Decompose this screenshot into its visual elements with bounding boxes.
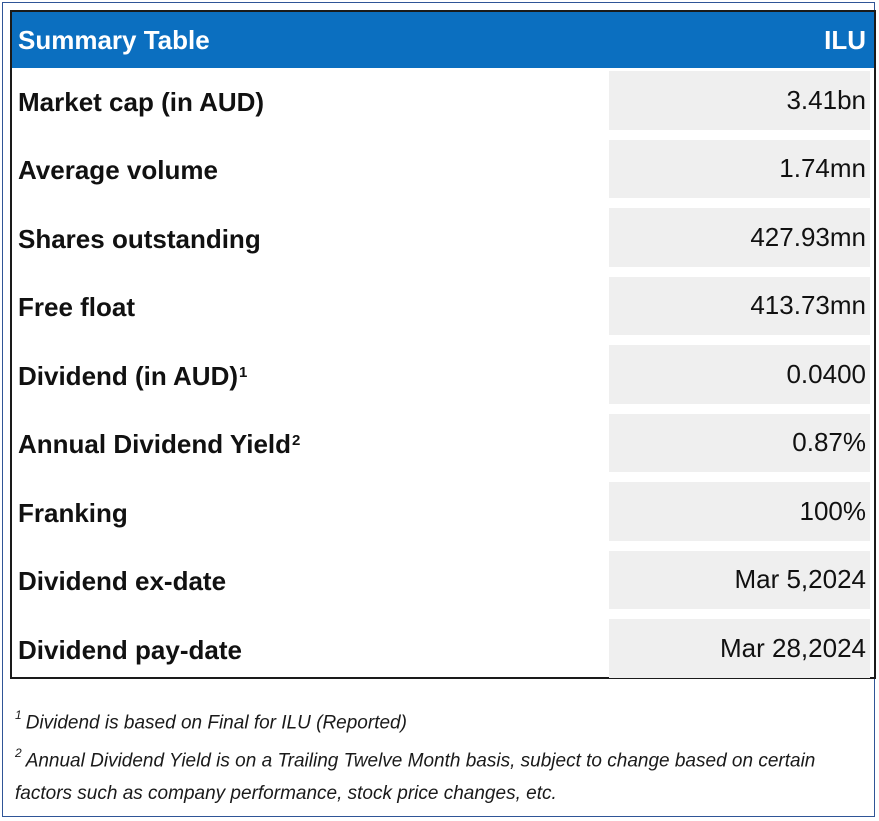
table-row: Dividend ex-date Mar 5,2024 bbox=[12, 548, 874, 617]
table-row: Average volume 1.74mn bbox=[12, 137, 874, 206]
row-value: 100% bbox=[609, 482, 870, 541]
row-value: 0.87% bbox=[609, 413, 870, 472]
row-value: 413.73mn bbox=[609, 276, 870, 335]
footnote: 2 Annual Dividend Yield is on a Trailing … bbox=[15, 739, 865, 809]
footnote-number: 1 bbox=[15, 708, 22, 722]
table-body: Market cap (in AUD) 3.41bn Average volum… bbox=[12, 68, 874, 685]
row-label: Free float bbox=[18, 292, 136, 323]
row-value: Mar 28,2024 bbox=[609, 619, 870, 678]
row-value: 3.41bn bbox=[609, 71, 870, 130]
row-label: Annual Dividend Yield 2 bbox=[18, 429, 301, 460]
table-title: Summary Table bbox=[18, 24, 210, 55]
row-label: Dividend (in AUD) 1 bbox=[18, 360, 248, 391]
row-label: Dividend ex-date bbox=[18, 566, 227, 597]
row-label: Dividend pay-date bbox=[18, 634, 242, 665]
table-row: Dividend (in AUD) 1 0.0400 bbox=[12, 342, 874, 411]
table-row: Annual Dividend Yield 2 0.87% bbox=[12, 411, 874, 480]
footnote-marker: 2 bbox=[292, 432, 301, 450]
ticker-label: ILU bbox=[824, 24, 866, 55]
footnote-number: 2 bbox=[15, 746, 22, 761]
table-row: Franking 100% bbox=[12, 479, 874, 548]
footnote-marker: 1 bbox=[239, 363, 248, 381]
table-row: Shares outstanding 427.93mn bbox=[12, 205, 874, 274]
table-row: Free float 413.73mn bbox=[12, 274, 874, 343]
footnote-text: Annual Dividend Yield is on a Trailing T… bbox=[15, 750, 816, 804]
row-value: 1.74mn bbox=[609, 139, 870, 198]
table-row: Dividend pay-date Mar 28,2024 bbox=[12, 616, 874, 685]
row-label: Shares outstanding bbox=[18, 223, 261, 254]
row-label: Market cap (in AUD) bbox=[18, 86, 265, 117]
footnote: 1 Dividend is based on Final for ILU (Rep… bbox=[15, 701, 865, 739]
table-header: Summary Table ILU bbox=[12, 12, 874, 68]
footnote-text: Dividend is based on Final for ILU (Repo… bbox=[25, 712, 407, 734]
row-label: Franking bbox=[18, 497, 128, 528]
row-value: 427.93mn bbox=[609, 208, 870, 267]
table-row: Market cap (in AUD) 3.41bn bbox=[12, 68, 874, 137]
row-label: Average volume bbox=[18, 155, 218, 186]
row-value: Mar 5,2024 bbox=[609, 550, 870, 609]
row-value: 0.0400 bbox=[609, 345, 870, 404]
footnotes: 1 Dividend is based on Final for ILU (Rep… bbox=[15, 701, 865, 810]
summary-table: Summary Table ILU Market cap (in AUD) 3.… bbox=[10, 10, 876, 679]
